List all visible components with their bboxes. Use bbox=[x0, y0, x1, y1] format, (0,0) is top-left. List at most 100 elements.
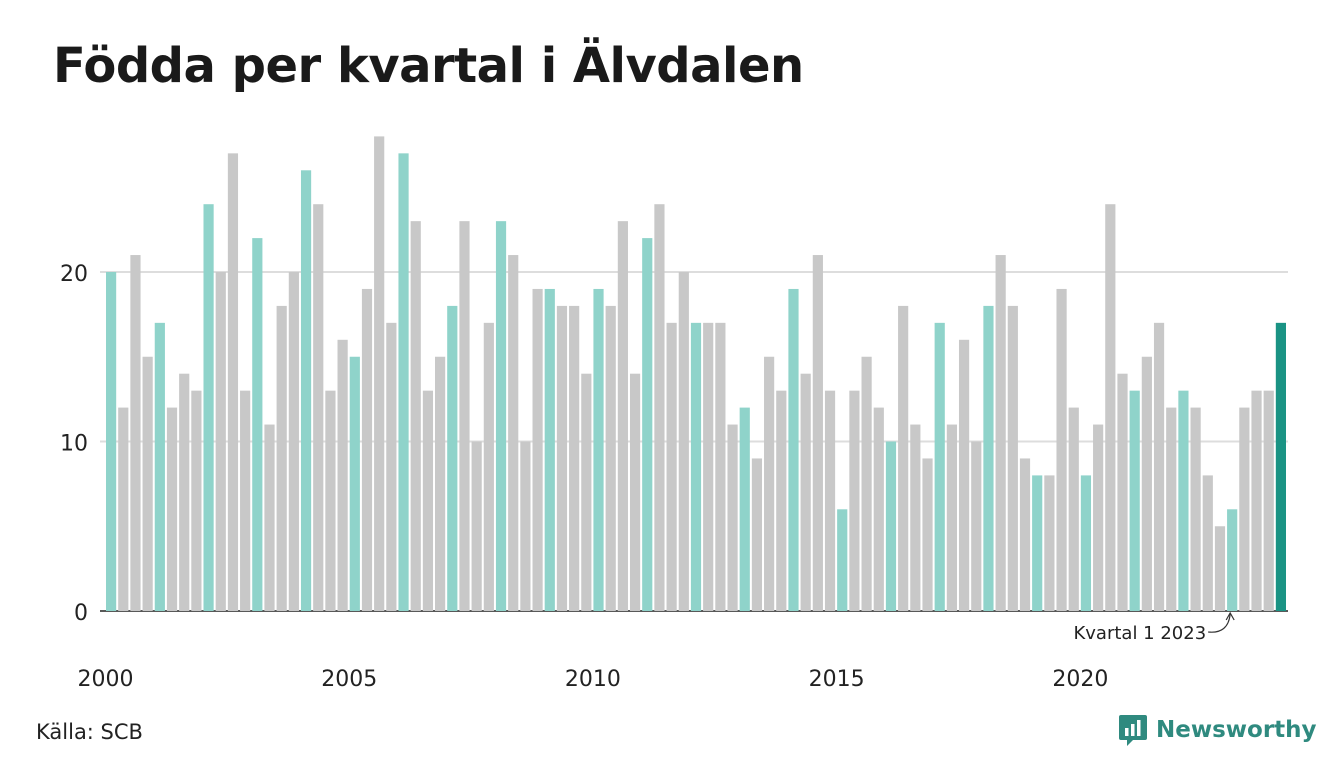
newsworthy-logo-icon bbox=[1119, 715, 1147, 746]
x-tick-label: 2005 bbox=[321, 667, 377, 692]
bar bbox=[495, 221, 507, 611]
bar bbox=[849, 390, 860, 611]
bar bbox=[776, 390, 787, 611]
x-tick-label: 2015 bbox=[809, 667, 865, 692]
bar bbox=[154, 322, 165, 611]
bar bbox=[751, 458, 763, 611]
x-tick-label: 2020 bbox=[1052, 667, 1108, 692]
chart-title: Födda per kvartal i Älvdalen bbox=[53, 38, 804, 94]
bar bbox=[447, 305, 458, 611]
bar bbox=[471, 441, 482, 611]
bar bbox=[1153, 322, 1165, 611]
annotation: Kvartal 1 2023 bbox=[1073, 611, 1235, 644]
bar bbox=[325, 390, 336, 611]
y-tick-labels: 0 10 20 bbox=[60, 262, 88, 626]
bar bbox=[1214, 526, 1226, 611]
bar bbox=[166, 407, 178, 611]
bar bbox=[971, 441, 982, 611]
bar bbox=[276, 305, 287, 611]
bar bbox=[106, 272, 117, 611]
annotation-label: Kvartal 1 2023 bbox=[1073, 623, 1206, 644]
bar bbox=[703, 322, 714, 611]
bar bbox=[1080, 475, 1092, 611]
bar bbox=[544, 288, 555, 611]
bar bbox=[898, 305, 909, 611]
bar bbox=[1178, 390, 1189, 611]
bars bbox=[106, 136, 1286, 612]
x-tick-label: 2010 bbox=[565, 667, 621, 692]
y-tick-label: 0 bbox=[74, 601, 88, 626]
bar bbox=[374, 136, 385, 611]
bar bbox=[922, 458, 933, 611]
bar bbox=[1056, 288, 1067, 611]
bar bbox=[727, 424, 738, 611]
bar bbox=[910, 424, 921, 611]
bar bbox=[1239, 407, 1250, 611]
bar bbox=[1007, 305, 1018, 611]
bar bbox=[483, 322, 494, 611]
bar bbox=[1032, 475, 1043, 611]
y-tick-label: 10 bbox=[60, 432, 88, 457]
bar bbox=[1275, 322, 1286, 611]
bar bbox=[520, 441, 531, 611]
bar bbox=[191, 390, 202, 611]
bar bbox=[1105, 204, 1116, 611]
bar bbox=[764, 356, 775, 611]
bar bbox=[995, 255, 1006, 612]
bar bbox=[1117, 373, 1128, 611]
bar bbox=[946, 424, 957, 611]
annotation-arrow bbox=[1208, 613, 1231, 633]
bar bbox=[788, 288, 799, 611]
bar bbox=[715, 322, 726, 611]
bar bbox=[215, 272, 226, 611]
bar bbox=[118, 407, 129, 611]
bar bbox=[654, 204, 665, 611]
bar bbox=[240, 390, 251, 611]
bar bbox=[1251, 390, 1262, 611]
bar bbox=[556, 305, 568, 611]
bar bbox=[617, 221, 628, 611]
bar bbox=[422, 390, 434, 611]
bar bbox=[837, 509, 848, 611]
bar bbox=[1129, 390, 1140, 611]
brand[interactable]: Newsworthy bbox=[1118, 713, 1317, 747]
bar bbox=[824, 390, 836, 611]
y-tick-label: 20 bbox=[60, 262, 88, 287]
bar bbox=[179, 373, 190, 611]
bar bbox=[203, 204, 214, 611]
bar bbox=[739, 407, 750, 611]
bar bbox=[288, 272, 299, 611]
bar bbox=[435, 356, 446, 611]
bar bbox=[666, 322, 677, 611]
bar bbox=[398, 153, 409, 611]
bar bbox=[629, 373, 641, 611]
bar bbox=[1166, 407, 1177, 611]
bar bbox=[361, 288, 373, 611]
bar bbox=[313, 204, 324, 611]
bar bbox=[142, 356, 153, 611]
bar bbox=[605, 305, 616, 611]
bar bbox=[934, 322, 945, 611]
source-note: Källa: SCB bbox=[36, 720, 143, 744]
bar bbox=[885, 441, 897, 611]
bar bbox=[642, 238, 653, 611]
bar bbox=[386, 322, 397, 611]
bar bbox=[1141, 356, 1152, 611]
x-tick-label: 2000 bbox=[78, 667, 134, 692]
bar bbox=[130, 255, 141, 612]
bar bbox=[800, 373, 811, 611]
bar bbox=[581, 373, 592, 611]
bar bbox=[690, 322, 702, 611]
bar bbox=[1263, 390, 1274, 611]
bar bbox=[264, 424, 275, 611]
bar bbox=[873, 407, 884, 611]
annotation-arrowhead bbox=[1225, 611, 1235, 621]
bar bbox=[1227, 509, 1238, 611]
bar bbox=[532, 288, 543, 611]
bar bbox=[1044, 475, 1055, 611]
bar bbox=[958, 339, 970, 611]
bar bbox=[812, 255, 823, 612]
bar bbox=[861, 356, 872, 611]
x-tick-labels: 2000 2005 2010 2015 2020 bbox=[78, 667, 1109, 692]
